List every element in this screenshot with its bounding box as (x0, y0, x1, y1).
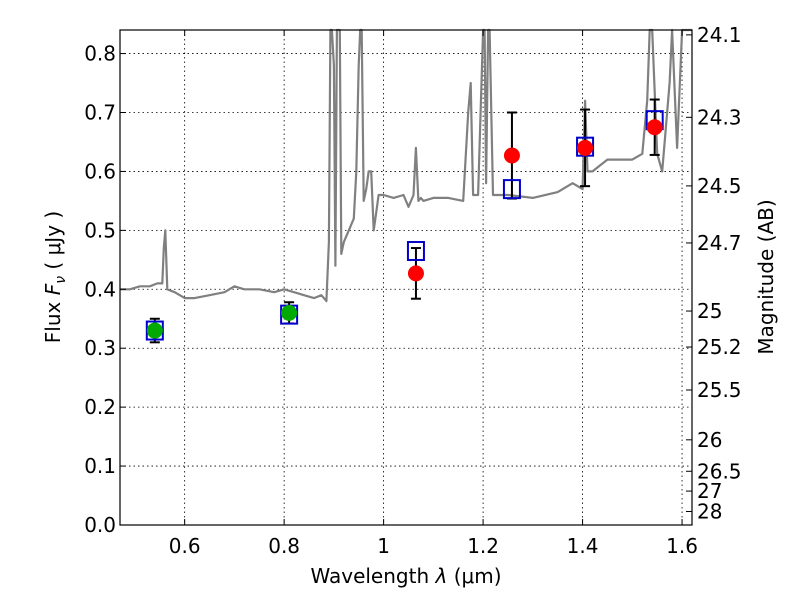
y2-tick-label: 26.5 (697, 459, 742, 483)
y-tick-label: 0.0 (84, 513, 116, 537)
y-tick-label: 0.3 (84, 336, 116, 360)
observed-data-point (646, 119, 663, 136)
y-tick-label: 0.5 (84, 218, 116, 242)
spectrum-layer (120, 28, 692, 303)
y2-tick-label: 28 (697, 500, 722, 524)
grid-layer (120, 30, 692, 526)
y2-tick-label: 25 (697, 299, 722, 323)
y-tick-layer: 0.0 0.1 0.2 0.3 0.4 0.5 0.6 0.7 0.8 (84, 42, 126, 537)
observed-data-point (281, 304, 298, 321)
model-square-layer (145, 110, 664, 341)
y2-tick-label: 25.2 (697, 335, 742, 359)
observed-point-layer (146, 119, 663, 339)
y-tick-label: 0.8 (84, 42, 116, 66)
observed-data-point (146, 322, 163, 339)
plot-frame (119, 29, 693, 526)
y2-tick-label: 25.5 (697, 378, 742, 402)
x-tick-label: 0.8 (268, 534, 300, 558)
x-tick-label: 1.2 (467, 534, 499, 558)
y2-axis-label: Magnitude (AB) (754, 199, 778, 354)
x-tick-label: 1.4 (567, 534, 599, 558)
model-spectrum-line (120, 28, 692, 303)
y-tick-label: 0.1 (84, 454, 116, 478)
x-tick-label: 1 (377, 534, 390, 558)
y-tick-label: 0.4 (84, 277, 116, 301)
y2-tick-label: 24.1 (697, 23, 742, 47)
observed-data-point (503, 147, 520, 164)
y-tick-label: 0.2 (84, 395, 116, 419)
y2-tick-label: 24.5 (697, 174, 742, 198)
x-tick-label: 0.6 (169, 534, 201, 558)
y2-tick-label: 27 (697, 479, 722, 503)
x-axis-label: Wavelength λ (μm) (310, 564, 501, 588)
y2-tick-label: 26 (697, 428, 722, 452)
y-tick-label: 0.6 (84, 159, 116, 183)
x-tick-layer: 0.6 0.8 1 1.2 1.4 1.6 (169, 30, 698, 558)
model-photometry-square (406, 240, 425, 261)
y2-tick-label: 24.7 (697, 231, 742, 255)
observed-data-point (577, 139, 594, 156)
y-tick-label: 0.7 (84, 101, 116, 125)
observed-data-point (407, 265, 424, 282)
y-axis-label: Flux Fν ( μJy ) (41, 211, 69, 343)
y2-tick-label: 24.3 (697, 105, 742, 129)
x-tick-label: 1.6 (666, 534, 698, 558)
model-photometry-square (502, 179, 521, 200)
